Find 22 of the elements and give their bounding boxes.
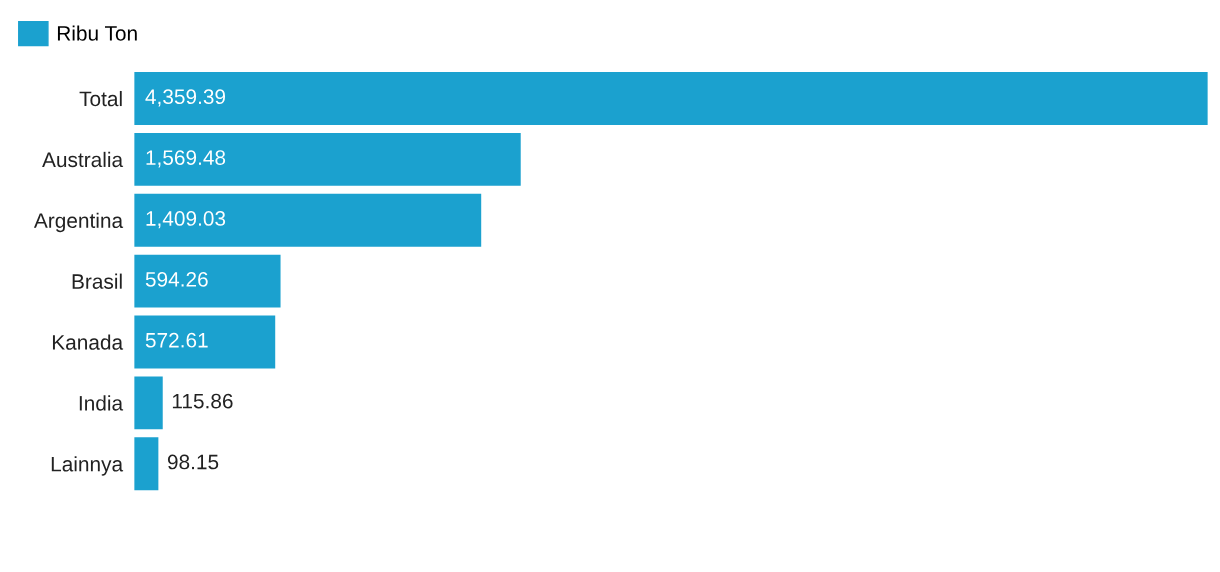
y-tick-label: Kanada [52,334,124,350]
y-tick-label: India [79,395,124,411]
bar [134,132,521,186]
data-label: 594.26 [145,271,208,287]
bar [134,315,276,369]
data-label: 1,409.03 [146,211,226,229]
y-tick-label: Brasil [72,273,122,289]
y-tick-label: Australia [42,151,124,168]
data-label: 572.61 [145,332,208,348]
y-tick-label: Total [79,90,122,107]
bar [134,254,281,308]
data-label: 115.86 [172,393,233,409]
bar [134,72,1208,125]
data-label: 4,359.39 [145,89,226,107]
data-label: 98.15 [167,454,219,470]
bar [134,193,482,247]
data-label: 1,569.48 [146,150,226,168]
bar [134,376,163,430]
bar [134,437,159,491]
legend-label: Ribu Ton [57,25,137,41]
y-tick-label: Argentina [33,212,124,233]
y-tick-label: Lainnya [51,456,124,476]
